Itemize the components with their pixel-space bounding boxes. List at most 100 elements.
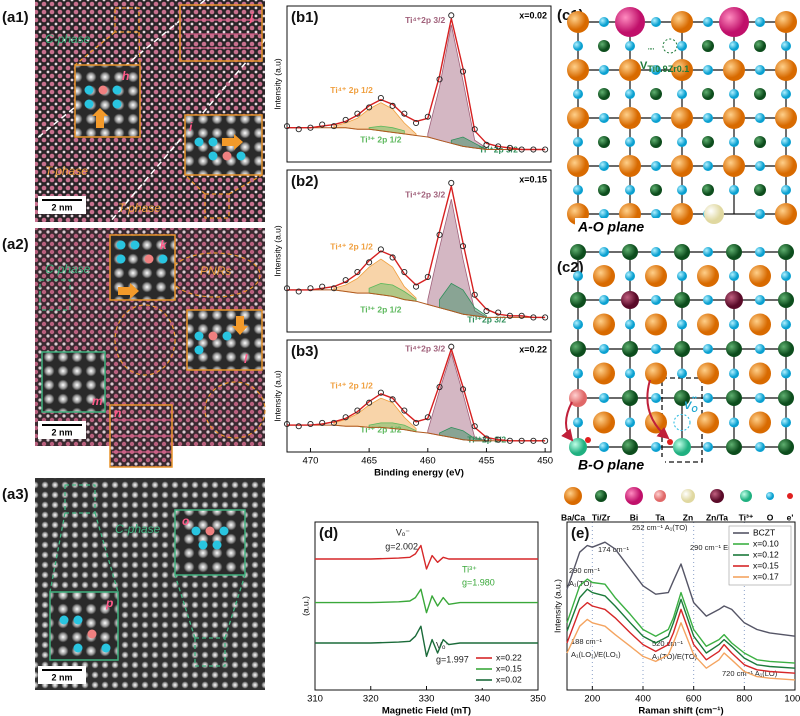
plot-frame [286,339,552,453]
ba-ca-atom [619,59,641,81]
data-point [542,437,549,444]
ba-ca-atom [671,155,693,177]
plane-label: A-O plane [577,219,644,235]
ba-ca-atom [671,107,693,129]
zn-ta-atom [725,291,743,309]
data-point [506,144,513,152]
o-atom [625,137,635,147]
phase-label: C-phase [115,522,161,536]
data-point [330,419,337,426]
o-atom [651,209,661,219]
data-point [436,383,443,391]
o-atom [781,137,791,147]
peak-label: Ti⁴⁺ 2p 1/2 [330,85,373,95]
o-atom [573,319,583,330]
legend-label: Ti/Zr [592,512,611,522]
legend-label: Ta [655,512,665,522]
x-tick-label: 460 [420,456,436,467]
inset-label: i [189,120,193,134]
background-line [287,289,546,318]
data-point [366,399,373,406]
data-point [307,124,314,131]
annotation: Ti³⁺ [462,564,477,574]
ti-zr-atom [598,136,610,148]
phase-label: C-phase [45,32,91,46]
x-tick-label: 800 [736,694,752,705]
o-atom [573,368,583,379]
o-atom [729,89,739,99]
ti-zr-atom [778,341,794,357]
o-atom [703,17,713,27]
data-point [518,146,525,153]
data-line [566,588,796,669]
ba-ca-atom [619,107,641,129]
data-point [448,179,455,187]
data-point [436,231,443,238]
annotation: 290 cm⁻¹ E(TO) [690,543,744,552]
panel-label: (e) [571,525,589,542]
ba-ca-atom [775,11,797,33]
legend-atom [787,493,793,499]
ti-zr-atom [702,88,714,100]
data-line [566,578,796,664]
o-atom [729,417,739,428]
data-point [295,423,302,430]
ba-ca-atom [567,107,589,129]
bi-atom [615,7,645,37]
zn-atom [704,204,724,224]
ba-ca-atom [645,411,667,434]
o-atom [703,295,713,305]
legend-atom [740,490,752,502]
ba-ca-atom [593,411,615,434]
o-atom [755,113,765,123]
panel-label: (b2) [291,173,319,190]
data-point [506,437,513,444]
plane-label-bg [575,218,665,236]
ti-zr-atom [778,439,794,455]
o-atom [703,247,713,257]
annotation: 188 cm⁻¹ [571,637,603,646]
legend-atom [766,492,774,500]
legend-label: O [767,512,774,522]
x-tick-label: 470 [303,456,319,467]
ba-ca-atom [723,155,745,177]
plot-frame [286,169,552,333]
bi-atom [719,7,749,37]
annotation: g=1.980 [462,577,495,587]
x-tick-label: 340 [474,694,490,705]
electron-arrow [646,379,670,440]
plot-frame [286,5,552,163]
o-atom [703,393,713,403]
atoms [112,240,248,453]
data-point [471,423,478,430]
o-atom [599,113,609,123]
ti-zr-atom [622,341,638,357]
annotation: x=0.02 [519,10,547,20]
data-line [287,185,546,319]
ba-ca-atom [567,155,589,177]
vacancy-sub: Ti0.9Zr0.1 [647,64,689,74]
ti-zr-atom [702,40,714,52]
o-atom [729,185,739,195]
o-atom [651,113,661,123]
y-axis-label: Intensity (a.u) [272,370,282,422]
x-tick-label: 455 [479,456,495,467]
inset-h [74,64,141,138]
inset-frames [74,7,263,219]
data-point [319,283,326,290]
ba-ca-atom [593,362,615,385]
data-point [283,123,291,130]
y-axis-label: Intensity (a.u) [272,225,282,277]
phase-label: T-phase [118,201,161,215]
ba-ca-atom [697,411,719,434]
o-atom [573,41,583,51]
ba-ca-atom [567,59,589,81]
data-point [471,291,478,298]
ti-zr-atom [674,244,690,260]
o-atom [573,185,583,195]
ti-zr-atom [650,88,662,100]
o-atom [677,271,687,281]
x-tick-label: 450 [537,456,553,467]
ti-zr-atom [570,292,586,308]
ti-zr-atom [570,244,586,260]
